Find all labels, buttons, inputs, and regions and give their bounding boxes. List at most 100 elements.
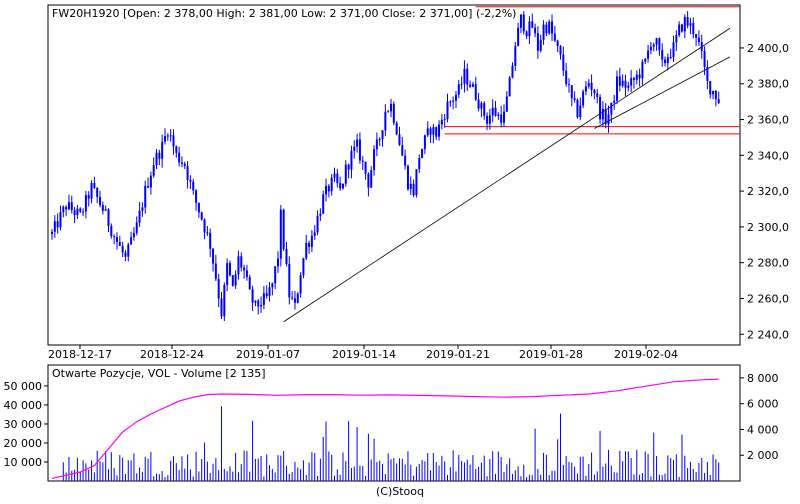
price-y-tick-label: 2 320,0	[747, 185, 789, 198]
price-y-tick-label: 2 380,0	[747, 78, 789, 91]
price-candle-body	[548, 21, 551, 34]
price-candle-body	[305, 242, 308, 259]
price-x-tick-label: 2019-01-21	[426, 348, 490, 361]
price-candle-body	[341, 183, 344, 189]
price-candle-body	[358, 139, 361, 161]
price-candle-body	[279, 209, 282, 259]
price-candle-body	[67, 202, 70, 210]
price-candle-body	[474, 84, 477, 100]
price-candle-body	[237, 256, 240, 275]
price-candle-body	[596, 93, 599, 97]
price-candle-body	[610, 102, 613, 115]
price-candle-body	[570, 85, 573, 99]
price-candle-body	[166, 135, 169, 137]
price-candle-body	[254, 300, 257, 303]
price-candle-body	[310, 235, 313, 247]
price-candle-body	[56, 221, 59, 228]
volume-left-tick-label: 40 000	[4, 399, 43, 412]
price-candle-body	[503, 111, 505, 123]
volume-right-axis: 2 000 4 000 6 000 8 000	[740, 372, 779, 462]
price-candle-body	[200, 212, 203, 220]
volume-left-tick-label: 50 000	[4, 380, 43, 393]
price-candle-body	[138, 210, 141, 223]
price-candle-body	[582, 91, 585, 106]
price-candle-body	[282, 209, 285, 250]
price-candle-body	[175, 146, 178, 153]
price-candle-body	[51, 231, 53, 235]
price-candle-body	[356, 139, 359, 147]
price-x-axis: 2018-12-17 2018-12-24 2019-01-07 2019-01-14…	[48, 345, 678, 361]
price-candle-body	[277, 258, 279, 267]
price-candle-body	[438, 124, 441, 137]
price-candle-body	[692, 23, 695, 35]
price-candle-body	[666, 57, 669, 64]
price-candle-body	[457, 84, 460, 95]
price-candle-body	[118, 241, 121, 246]
price-candle-body	[477, 99, 480, 109]
price-candle-body	[271, 283, 274, 288]
price-candle-body	[353, 146, 356, 151]
price-candle-body	[243, 267, 246, 271]
price-candle-body	[426, 128, 429, 136]
volume-left-tick-label: 20 000	[4, 437, 43, 450]
price-candle-body	[551, 21, 554, 34]
price-candle-body	[700, 42, 703, 51]
price-candle-body	[228, 263, 231, 276]
price-candle-body	[59, 212, 62, 228]
price-candle-body	[672, 42, 675, 58]
price-candle-body	[130, 237, 133, 245]
price-candle-body	[265, 293, 268, 297]
price-candle-body	[466, 68, 469, 85]
price-candle-body	[463, 68, 466, 84]
price-candle-body	[497, 114, 500, 116]
price-candle-body	[327, 185, 330, 192]
price-candle-body	[361, 160, 364, 162]
price-candle-body	[486, 115, 489, 124]
price-candle-body	[545, 24, 548, 34]
price-candle-body	[268, 287, 271, 297]
price-candle-body	[322, 194, 325, 214]
price-candle-body	[113, 236, 116, 238]
price-candle-body	[531, 21, 534, 28]
price-y-tick-label: 2 240,0	[747, 328, 789, 341]
volume-panel-title: Otwarte Pozycje, VOL - Volume [2 135]	[52, 367, 266, 380]
price-candle-body	[664, 59, 667, 64]
price-candle-body	[480, 103, 483, 109]
price-candle-body	[302, 258, 305, 276]
price-x-tick-label: 2018-12-17	[48, 348, 112, 361]
price-candle-body	[325, 185, 328, 195]
price-candle-body	[299, 275, 302, 294]
price-candle-body	[562, 54, 565, 71]
price-candle-body	[339, 183, 342, 189]
price-candle-body	[195, 190, 198, 203]
price-candle-body	[76, 208, 79, 216]
price-candle-body	[655, 38, 658, 45]
price-candle-body	[220, 298, 223, 317]
price-candle-body	[350, 150, 353, 170]
price-candle-body	[469, 84, 472, 87]
open-interest-line	[51, 378, 719, 479]
volume-right-tick-label: 8 000	[747, 372, 779, 385]
price-candle-body	[124, 252, 127, 257]
price-y-tick-label: 2 260,0	[747, 292, 789, 305]
price-candle-body	[285, 249, 288, 264]
price-candle-body	[712, 91, 715, 95]
price-candle-body	[99, 196, 102, 206]
price-candle-body	[82, 211, 85, 213]
price-candle-body	[248, 277, 251, 290]
price-candle-body	[432, 127, 435, 135]
price-candle-body	[556, 40, 559, 47]
price-candle-body	[491, 107, 494, 116]
price-x-tick-label: 2019-01-07	[236, 348, 300, 361]
price-candle-body	[452, 100, 455, 102]
price-candle-body	[661, 50, 664, 60]
price-candle-body	[525, 31, 528, 37]
price-candle-body	[291, 297, 294, 299]
price-candle-body	[316, 215, 319, 233]
price-candle-body	[429, 128, 432, 135]
price-candle-body	[381, 130, 384, 140]
price-candle-body	[344, 164, 347, 184]
price-candle-body	[110, 225, 113, 237]
price-candle-body	[87, 195, 90, 199]
